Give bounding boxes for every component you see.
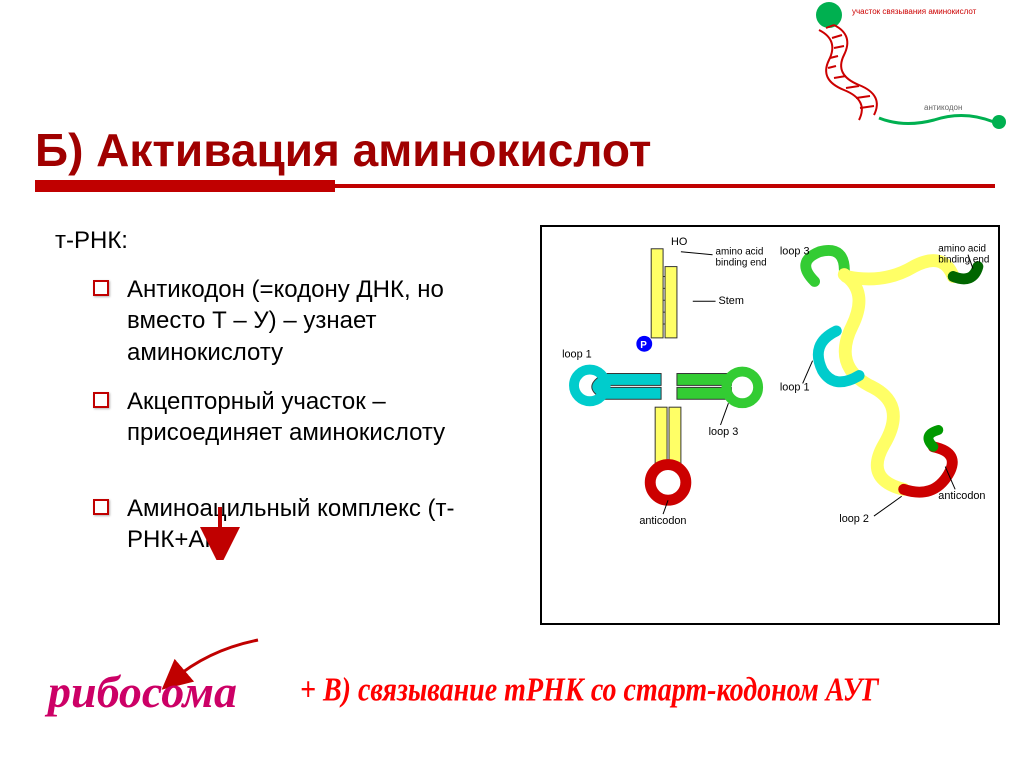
aa-end-label-left: amino acid binding end: [716, 247, 767, 269]
loop2-left: [650, 407, 686, 500]
loop3-label-left: loop 3: [709, 426, 739, 438]
list-item-text: Антикодон (=кодону ДНК, но вместо Т – У)…: [127, 274, 515, 368]
slide-title-block: Б) Активация аминокислот: [35, 125, 995, 188]
aa-end-label-right: amino acid binding end: [938, 244, 989, 266]
loop1-label-right: loop 1: [780, 381, 810, 393]
loop1-label-left: loop 1: [562, 349, 592, 361]
ho-label: HO: [671, 236, 687, 248]
trna-3d: loop 3 amino acid binding end loop 1 loo…: [780, 244, 989, 525]
list-item-text: Аминоацильный комплекс (т-РНК+АК): [127, 493, 515, 555]
list-item-text: Акцепторный участок – присоединяет амино…: [127, 386, 515, 448]
binding-label: + В) связывание тРНК со старт-кодоном АУ…: [300, 672, 879, 710]
amino-acid-ball-icon: [816, 2, 842, 28]
list-item: Акцепторный участок – присоединяет амино…: [93, 386, 515, 448]
loop3-label-right: loop 3: [780, 246, 810, 258]
corner-anticodon-label: антикодон: [924, 103, 962, 112]
arrow-down-icon: [200, 505, 240, 565]
title-underline: [35, 184, 995, 188]
list-item: Аминоацильный комплекс (т-РНК+АК): [93, 493, 515, 555]
bullet-icon: [93, 392, 109, 408]
bullet-icon: [93, 280, 109, 296]
list-heading: т-РНК:: [55, 225, 515, 256]
anticodon-label-left: anticodon: [639, 515, 686, 527]
corner-label: участок связывания аминокислот: [852, 7, 977, 16]
anticodon-label-right: anticodon: [938, 490, 985, 502]
list-item: Антикодон (=кодону ДНК, но вместо Т – У)…: [93, 274, 515, 368]
p-label: P: [640, 340, 647, 351]
loop2-label-right: loop 2: [839, 513, 869, 525]
stem-label: Stem: [719, 295, 744, 307]
acceptor-stem: [651, 249, 677, 338]
corner-trna-graphic: участок связывания аминокислот антикодон: [804, 0, 1024, 130]
slide-title: Б) Активация аминокислот: [35, 125, 995, 176]
ribosome-label: рибосома: [48, 665, 237, 718]
bullet-icon: [93, 499, 109, 515]
loop3-left: [677, 372, 758, 404]
loop1-left: [574, 370, 661, 402]
trna-diagram: HO P Stem loop 1 loop 3: [540, 225, 1000, 625]
list-heading-text: т-РНК:: [55, 225, 128, 256]
content-list: т-РНК: Антикодон (=кодону ДНК, но вместо…: [55, 225, 515, 574]
